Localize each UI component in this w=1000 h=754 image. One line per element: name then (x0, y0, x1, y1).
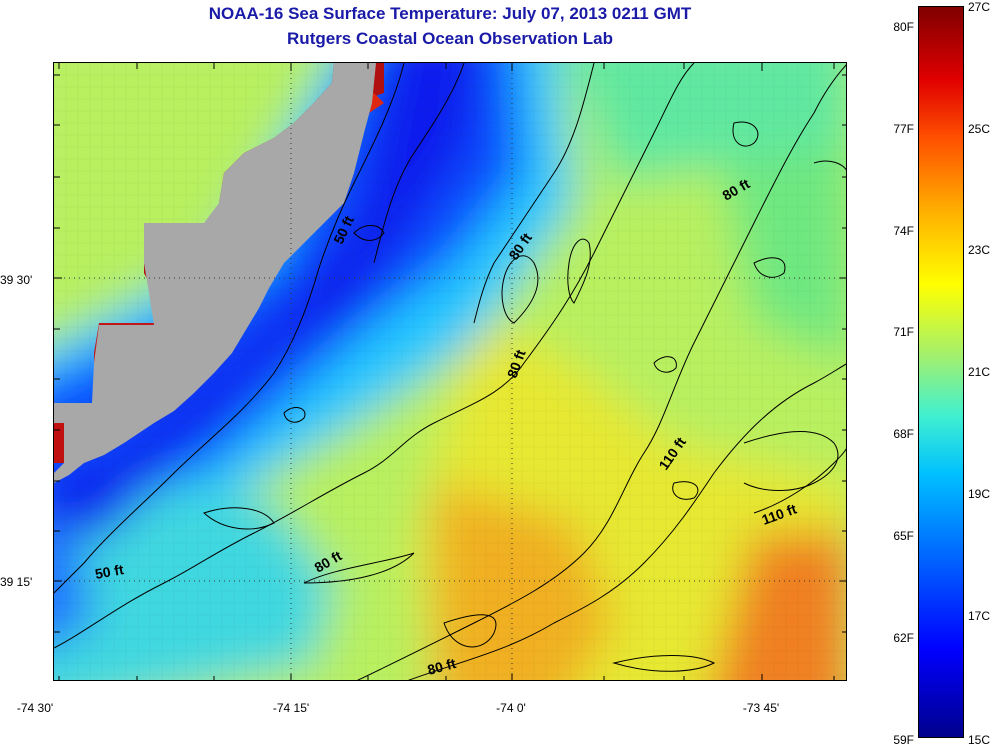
longitude-label-74-0: -74 0' (496, 701, 526, 715)
colorbar-label-21c: 21C (968, 365, 991, 379)
map-subtitle: Rutgers Coastal Ocean Observation Lab (287, 29, 613, 48)
colorbar-label-71f: 71F (893, 325, 914, 339)
contour-label-80ft-d: 80 ft (426, 655, 458, 678)
graticule (54, 63, 846, 680)
colorbar-label-27c: 27C (968, 0, 991, 14)
depth-contours (54, 63, 846, 680)
map-title: NOAA-16 Sea Surface Temperature: July 07… (208, 4, 692, 23)
temperature-colorbar (918, 6, 964, 738)
colorbar-label-59f: 59F (893, 733, 914, 747)
colorbar-label-62f: 62F (893, 631, 914, 645)
sst-map[interactable]: 50 ft 50 ft 80 ft 80 ft 80 ft 80 ft 80 f… (53, 62, 847, 681)
longitude-label-74-30: -74 30' (16, 701, 54, 715)
sst-map-canvas: 50 ft 50 ft 80 ft 80 ft 80 ft 80 ft 80 f… (54, 63, 846, 680)
colorbar-label-25c: 25C (968, 122, 991, 136)
colorbar-label-74f: 74F (893, 224, 914, 238)
colorbar-label-68f: 68F (893, 427, 914, 441)
colorbar-label-17c: 17C (968, 609, 991, 623)
longitude-label-74-15: -74 15' (272, 701, 310, 715)
colorbar-label-15c: 15C (968, 733, 991, 747)
colorbar-label-19c: 19C (968, 487, 991, 501)
latitude-label-39-15: 39 15' (0, 575, 33, 589)
latitude-label-39-30: 39 30' (0, 273, 33, 287)
colorbar-label-77f: 77F (893, 122, 914, 136)
land-mass (54, 63, 376, 483)
colorbar-label-23c: 23C (968, 243, 991, 257)
frame-ticks (54, 63, 846, 680)
contour-label-50ft-b: 50 ft (94, 561, 125, 582)
colorbar-label-65f: 65F (893, 529, 914, 543)
longitude-label-73-45: -73 45' (742, 701, 780, 715)
colorbar-label-80f: 80F (893, 20, 914, 34)
